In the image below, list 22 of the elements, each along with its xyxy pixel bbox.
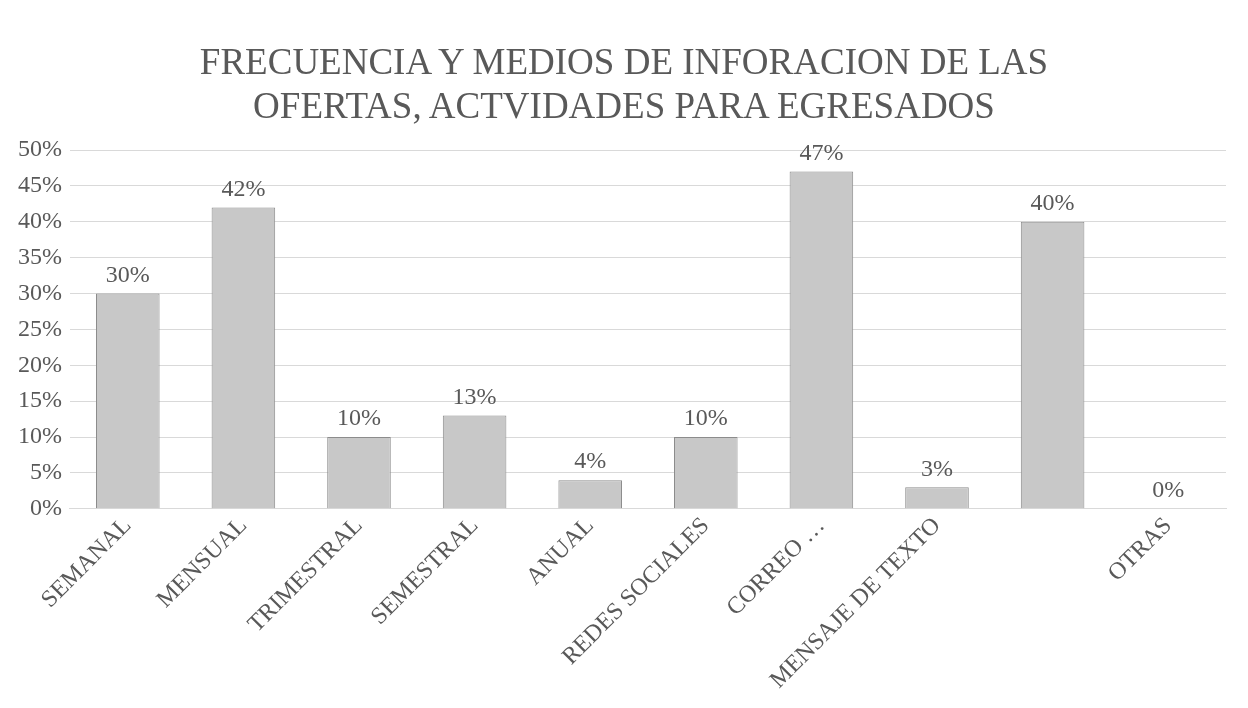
y-tick-label: 10%: [17, 422, 62, 449]
y-tick-label: 25%: [17, 314, 62, 341]
y-tick-label: 15%: [17, 386, 62, 413]
y-tick-label: 35%: [17, 242, 62, 269]
data-label: 10%: [336, 404, 381, 431]
data-label: 10%: [683, 404, 728, 431]
data-label: 42%: [221, 174, 266, 201]
y-tick-label: 5%: [29, 458, 62, 485]
y-tick-label: 30%: [17, 278, 62, 305]
y-tick-label: 20%: [17, 350, 62, 377]
data-label: 47%: [799, 138, 844, 165]
data-label: 13%: [452, 382, 497, 409]
data-label: 3%: [921, 454, 953, 481]
y-tick-label: 45%: [17, 171, 62, 198]
data-label: 40%: [1030, 189, 1075, 216]
chart-title: FRECUENCIA Y MEDIOS DE INFORACION DE LAS OFERTAS, ACTVIDADES PARA EGRESADOS: [198, 40, 1050, 128]
data-label: 4%: [574, 447, 607, 474]
y-tick-label: 0%: [29, 494, 62, 521]
data-label: 30%: [105, 260, 150, 287]
y-tick-label: 50%: [17, 135, 62, 162]
y-tick-label: 40%: [17, 207, 62, 234]
data-label: 0%: [1152, 476, 1185, 503]
